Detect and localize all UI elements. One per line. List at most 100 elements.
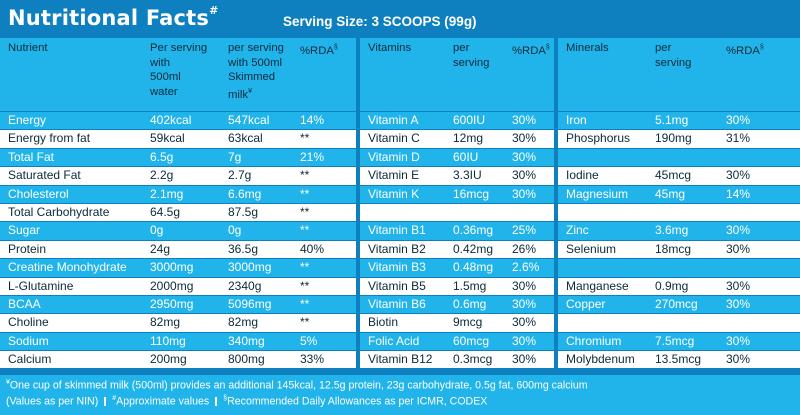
footnote-approx: Approximate values [116,395,210,408]
nutrients-table: Nutrient Per serving with 500ml water pe… [0,38,356,375]
vitamin-per-serving: 0.6mg [453,296,487,311]
vitamin-name: Vitamin B2 [368,241,426,256]
mineral-per-serving: 7.5mcg [655,333,695,348]
header-milk-line-1: per serving [228,42,284,54]
header-vitamins: Vitamins [368,42,412,54]
mineral-rda: 30% [726,241,751,256]
vitamin-per-serving: 0.3mcg [453,352,493,367]
nutrient-rda: ** [300,278,310,293]
nutrient-name: Total Fat [8,149,55,164]
mineral-name: Molybdenum [566,352,635,367]
header-milk-word: milk [228,88,249,101]
mineral-rda: 31% [726,131,751,146]
vitamins-rows: Vitamin A 600IU 30% Vitamin C 12mg 30% Vitamin… [360,112,554,370]
mineral-rda: 30% [726,296,751,311]
vitamin-per-serving: 16mcg [453,186,490,201]
vitamin-rda: 30% [512,278,537,293]
nutrient-rda: ** [300,131,310,146]
vitamin-rda: 25% [512,223,537,238]
mineral-name: Zinc [566,223,589,238]
vitamin-row: Vitamin B3 0.48mg 2.6% [360,259,554,278]
mineral-name: Phosphorus [566,131,631,146]
nutrient-with-milk: 340mg [228,333,265,348]
nutrient-row: Sodium 110mg 340mg 5% [0,332,356,352]
vitamin-row: Vitamin B6 0.6mg 30% [360,295,554,315]
mineral-row [558,203,800,223]
header-minerals: Minerals [566,42,609,54]
mineral-per-serving: 45mcg [655,168,692,183]
mineral-per-serving: 270mcg [655,296,698,311]
nutrient-name: Energy from fat [8,131,91,146]
header-vitamins-per: per [453,42,470,54]
nutrient-name: Choline [8,315,49,330]
header-minerals-rda-mark: § [759,44,764,51]
nutrient-with-water: 2950mg [150,296,194,311]
vitamin-name: Vitamin B3 [368,260,426,275]
divider [104,397,107,407]
vitamin-name: Vitamin A [368,113,419,127]
nutrient-row: Energy from fat 59kcal 63kcal ** [0,130,356,149]
mineral-row: Iodine 45mcg 30% [558,167,800,186]
vitamins-header: Vitamins per serving %RDA§ [360,38,554,112]
nutrient-with-water: 3000mg [150,260,194,275]
nutrient-row: Total Fat 6.5g 7g 21% [0,148,356,168]
nutrient-with-milk: 2340g [228,278,262,293]
mineral-name: Manganese [566,278,629,293]
nutrition-table: Nutrient Per serving with 500ml water pe… [0,38,800,375]
nutrient-rda: 21% [300,149,325,164]
mineral-name: Selenium [566,241,617,256]
mineral-name: Magnesium [566,186,629,201]
footnote-milk: ¥One cup of skimmed milk (500ml) provide… [6,379,588,392]
vitamin-per-serving: 60mcg [453,333,490,348]
vitamin-rda: 30% [512,315,537,330]
nutrient-rda: ** [300,296,310,311]
vitamin-rda: 30% [512,149,537,164]
nutrient-row: Total Carbohydrate 64.5g 87.5g ** [0,203,356,223]
nutrient-row: BCAA 2950mg 5096mg ** [0,295,356,315]
nutrient-rda: ** [300,223,310,238]
header-minerals-rda-text: %RDA [726,44,760,57]
vitamin-rda: 30% [512,113,537,127]
header-minerals-per-serving: per serving [655,41,691,70]
vitamin-name: Vitamin B1 [368,223,426,238]
nutrient-name: L-Glutamine [8,278,74,293]
nutrient-name: Saturated Fat [8,168,81,183]
header-vitamins-rda: %RDA§ [512,41,550,58]
vitamin-per-serving: 0.48mg [453,260,494,275]
nutrient-name: Total Carbohydrate [8,204,110,219]
divider [215,397,218,407]
mineral-row [558,148,800,168]
vitamin-row: Vitamin E 3.3IU 30% [360,167,554,186]
footnotes: ¥One cup of skimmed milk (500ml) provide… [0,375,800,415]
nutrient-name: Protein [8,241,47,256]
mineral-rda: 30% [726,223,751,238]
vitamin-per-serving: 3.3IU [453,168,482,183]
nutrient-rda: 14% [300,113,325,127]
mineral-row: Magnesium 45mg 14% [558,185,800,204]
nutrient-with-milk: 7g [228,149,242,164]
minerals-header: Minerals per serving %RDA§ [558,38,800,112]
nutrient-rda: ** [300,168,310,183]
vitamin-name: Vitamin B12 [368,352,433,367]
vitamin-name: Biotin [368,315,399,330]
footnote-milk-text: One cup of skimmed milk (500ml) provides… [9,379,588,392]
nutrient-name: Calcium [8,352,52,367]
nutrient-with-milk: 6.6mg [228,186,262,201]
header: Nutritional Facts# Serving Size: 3 SCOOP… [0,0,800,38]
nutrient-with-milk: 2.7g [228,168,252,183]
footnote-rda: Recommended Daily Allowances as per ICMR… [227,395,488,408]
header-minerals-per: per [655,42,672,54]
header-nutrient: Nutrient [8,42,48,54]
mineral-per-serving: 13.5mcg [655,352,702,367]
title-mark: # [209,4,219,17]
nutrient-rda: ** [300,186,310,201]
mineral-row [558,314,800,333]
mineral-name: Iodine [566,168,599,183]
mineral-row: Iron 5.1mg 30% [558,112,800,131]
header-rda-text: %RDA [300,44,334,57]
mineral-per-serving: 190mg [655,131,692,146]
nutrient-row: Calcium 200mg 800mg 33% [0,351,356,370]
mineral-rda: 30% [726,333,751,348]
nutrient-name: Sugar [8,223,41,238]
mineral-per-serving: 18mcg [655,241,692,256]
